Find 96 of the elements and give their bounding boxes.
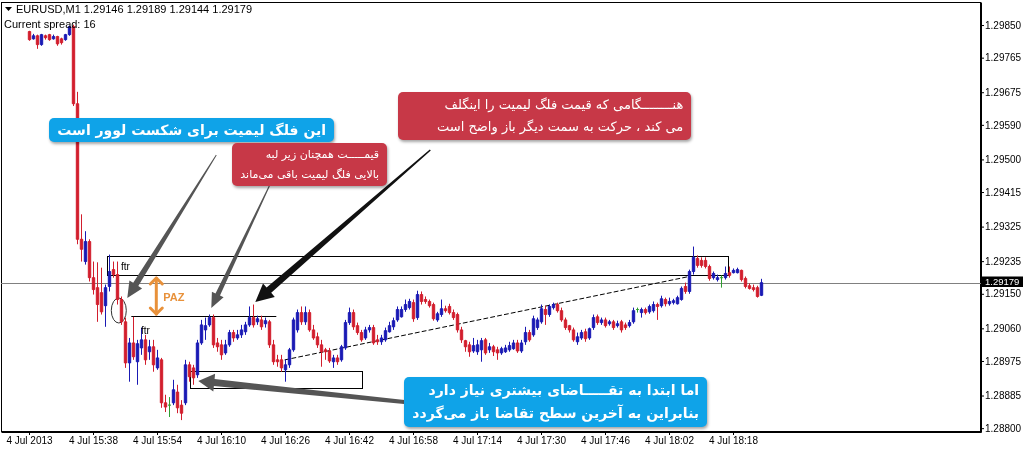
candlestick	[491, 344, 496, 357]
candlestick	[363, 326, 368, 341]
chart-title: EURUSD,M1 1.29146 1.29189 1.29144 1.29179	[16, 3, 253, 15]
x-tick-label: 4 Jul 18:02	[645, 435, 695, 447]
candlestick	[519, 339, 524, 354]
candlestick	[239, 324, 244, 339]
x-tick-label: 4 Jul 15:38	[69, 435, 119, 447]
candlestick	[51, 34, 56, 41]
candlestick	[715, 274, 720, 282]
candlestick	[303, 305, 308, 326]
y-tick-label: 1.29060	[985, 323, 1022, 335]
candlestick	[627, 319, 632, 329]
candlestick	[467, 341, 472, 358]
x-tick-label: 4 Jul 16:42	[325, 435, 375, 447]
candlestick	[103, 284, 108, 328]
candlestick	[235, 329, 240, 341]
candlestick	[499, 346, 504, 356]
candlestick	[515, 339, 520, 354]
candlestick	[583, 328, 588, 343]
candlestick	[203, 317, 208, 341]
candlestick	[623, 322, 628, 331]
x-tick-label: 4 Jul 17:30	[517, 435, 567, 447]
candlestick	[683, 282, 688, 295]
candlestick	[259, 315, 264, 331]
candlestick	[167, 396, 172, 418]
candlestick	[219, 339, 224, 361]
y-tick-label: 1.29675	[985, 86, 1022, 98]
candlestick	[727, 266, 732, 279]
y-tick-label: 1.29500	[985, 154, 1022, 166]
candlestick	[471, 337, 476, 354]
ref-line-label: 1.29179	[985, 276, 1020, 288]
y-tick-label: 1.29150	[985, 288, 1022, 300]
x-tick-label: 4 Jul 18:18	[709, 435, 759, 447]
candlestick	[419, 290, 424, 306]
candlestick	[251, 304, 256, 329]
candlestick	[191, 364, 196, 386]
candlestick	[487, 342, 492, 354]
x-tick-label: 4 Jul 2013	[6, 435, 54, 447]
x-tick-label: 4 Jul 17:14	[453, 435, 503, 447]
candlestick	[527, 329, 532, 343]
y-tick-label: 1.29765	[985, 52, 1022, 64]
candlestick	[655, 302, 660, 321]
candlestick	[155, 349, 160, 371]
candlestick	[255, 315, 260, 326]
y-tick-label: 1.28885	[985, 390, 1022, 402]
candlestick	[543, 305, 548, 326]
x-tick-label: 4 Jul 16:10	[197, 435, 247, 447]
candlestick	[171, 379, 176, 406]
candlestick	[335, 354, 340, 366]
candlestick	[615, 320, 620, 329]
candlestick	[331, 354, 336, 369]
candlestick	[599, 317, 604, 326]
candlestick	[503, 344, 508, 354]
candlestick	[439, 299, 444, 318]
candlestick	[695, 254, 700, 269]
candlestick	[147, 339, 152, 361]
candlestick	[443, 305, 448, 314]
x-tick-label: 4 Jul 16:58	[389, 435, 439, 447]
candlestick	[507, 341, 512, 353]
y-tick-label: 1.29850	[985, 19, 1022, 31]
candlestick	[479, 337, 484, 363]
candlestick	[579, 329, 584, 341]
x-tick-label: 4 Jul 16:26	[261, 435, 311, 447]
y-tick-label: 1.29325	[985, 221, 1022, 233]
x-tick-label: 4 Jul 15:54	[133, 435, 183, 447]
candlestick	[131, 316, 136, 361]
candlestick	[671, 298, 676, 306]
candlestick	[127, 337, 132, 383]
candlestick	[231, 329, 236, 343]
y-tick-label: 1.29415	[985, 186, 1022, 198]
candlestick	[667, 297, 672, 307]
candlestick	[95, 261, 100, 323]
x-tick-label: 4 Jul 17:46	[581, 435, 631, 447]
candlestick	[575, 332, 580, 346]
candlestick	[619, 319, 624, 334]
candlestick	[299, 305, 304, 326]
candlestick	[723, 266, 728, 281]
candlestick	[651, 300, 656, 314]
candlestick	[43, 34, 48, 41]
candlestick	[699, 256, 704, 269]
annotation: PAZ	[163, 291, 185, 303]
text: Current spread: 16	[4, 18, 96, 30]
candlestick	[31, 33, 36, 41]
candlestick	[279, 354, 284, 373]
candlestick	[607, 319, 612, 327]
candlestick	[263, 317, 268, 329]
y-tick-label: 1.29590	[985, 119, 1022, 131]
candlestick	[423, 295, 428, 305]
y-tick-label: 1.29235	[985, 255, 1022, 267]
candlestick	[107, 254, 112, 292]
y-tick-label: 1.28975	[985, 355, 1022, 367]
candlestick	[495, 346, 500, 361]
candlestick	[643, 307, 648, 316]
candlestick	[639, 307, 644, 319]
y-tick-label: 1.28800	[985, 422, 1022, 434]
annotation: ftr	[121, 261, 131, 273]
